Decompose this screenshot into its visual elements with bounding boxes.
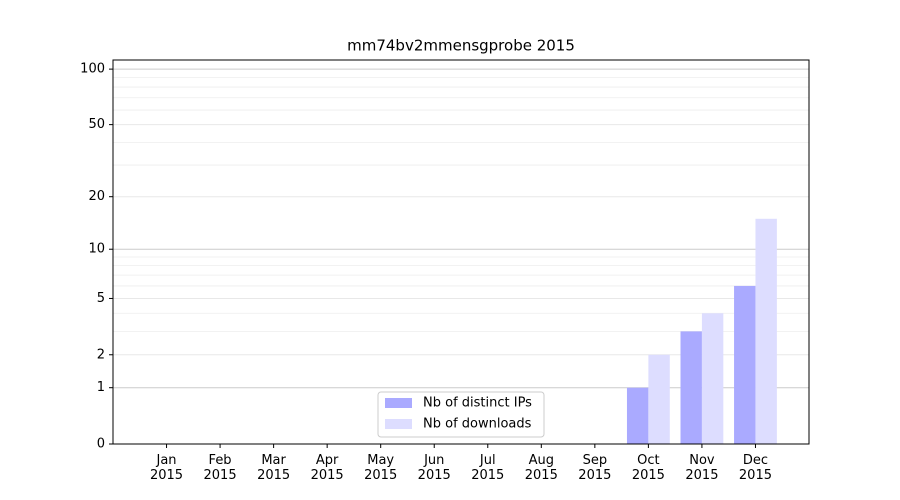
x-tick-label: Mar 2015	[257, 453, 291, 483]
legend-label: Nb of distinct IPs	[423, 396, 532, 411]
bar	[701, 313, 724, 444]
x-tick-label: Aug 2015	[524, 453, 558, 483]
x-tick-label: Feb 2015	[203, 453, 237, 483]
bar	[648, 354, 670, 444]
x-tick-label: May 2015	[364, 453, 398, 483]
y-tick-label: 10	[88, 242, 105, 257]
x-tick-label: Jan 2015	[149, 453, 184, 483]
legend-swatch	[385, 419, 412, 429]
bar	[680, 331, 702, 444]
y-tick-label: 0	[97, 437, 105, 452]
x-tick-label: Apr 2015	[310, 453, 344, 483]
legend: Nb of distinct IPs Nb of downloads	[377, 391, 545, 438]
x-tick-label: Sep 2015	[578, 453, 612, 483]
legend-swatch	[385, 398, 412, 408]
y-tick-label: 20	[88, 189, 105, 204]
y-tick-label: 100	[80, 62, 105, 77]
x-tick-label: Dec 2015	[738, 453, 772, 483]
y-tick-label: 2	[97, 347, 105, 362]
x-tick-label: Nov 2015	[685, 453, 719, 483]
x-tick-label: Jul 2015	[471, 453, 505, 483]
chart-title: mm74bv2mmensgprobe 2015	[347, 37, 575, 55]
legend-label: Nb of downloads	[423, 417, 532, 432]
bar	[734, 285, 756, 444]
x-tick-label: Jun 2015	[417, 453, 451, 483]
bar	[626, 387, 649, 444]
y-tick-label: 50	[88, 117, 105, 132]
y-tick-label: 5	[97, 291, 105, 306]
x-tick-label: Oct 2015	[631, 453, 665, 483]
legend-box	[377, 391, 545, 438]
plot-frame	[112, 59, 810, 445]
y-tick-label: 1	[97, 380, 105, 395]
bar	[755, 218, 777, 444]
